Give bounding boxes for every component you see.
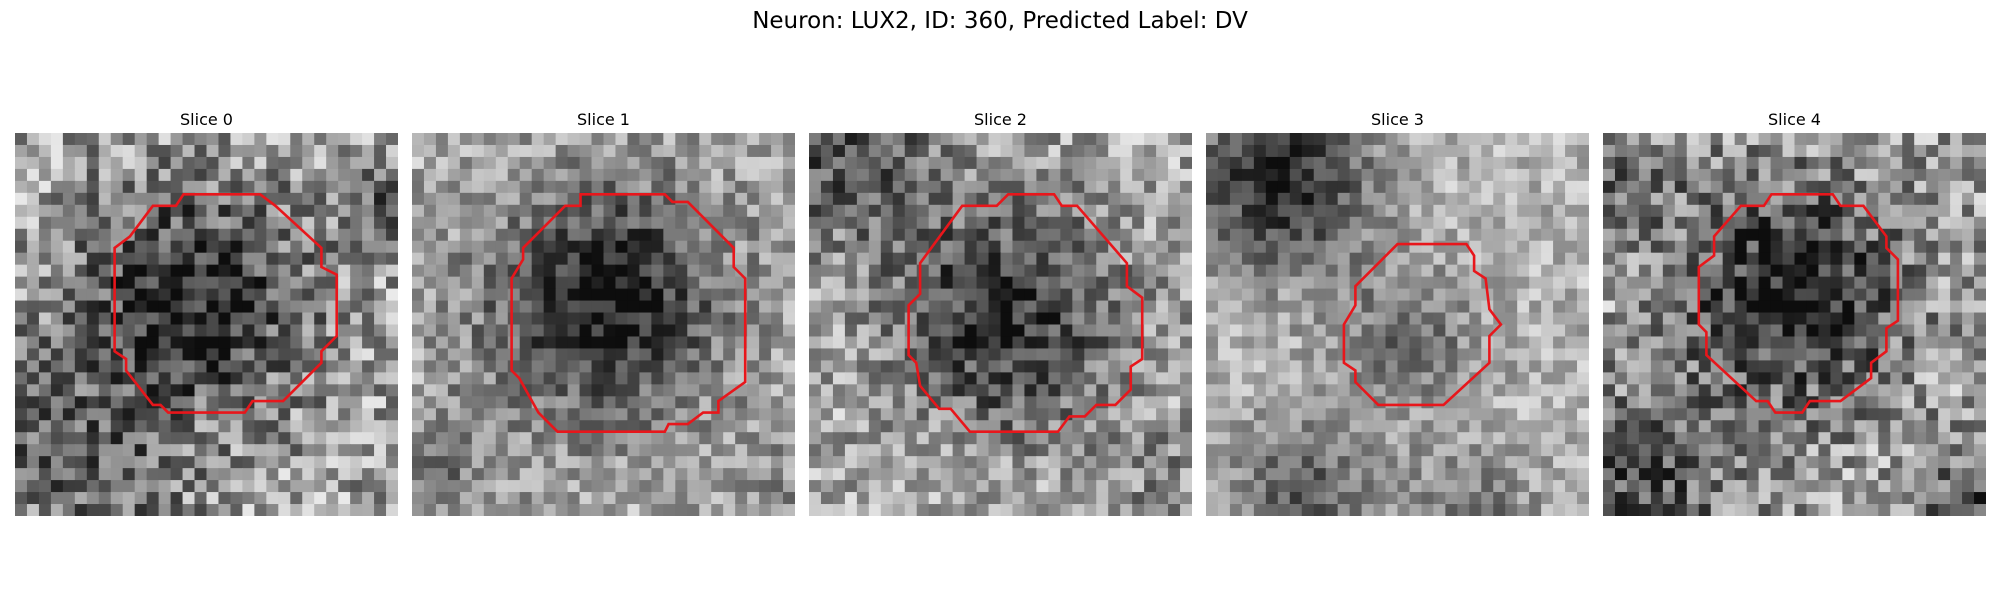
slice-title: Slice 4 [1768, 110, 1821, 129]
slice-panel-3: Slice 3 [1206, 108, 1589, 516]
roi-outline [510, 193, 747, 433]
slice-panel-0: Slice 0 [15, 108, 398, 516]
roi-outline [113, 193, 338, 414]
slice-panel-1: Slice 1 [412, 108, 795, 516]
slice-title: Slice 2 [974, 110, 1027, 129]
slice-panel-2: Slice 2 [809, 108, 1192, 516]
slice-panel-4: Slice 4 [1603, 108, 1986, 516]
slice-image [1603, 133, 1986, 516]
slice-image [1206, 133, 1589, 516]
roi-outline [1342, 242, 1503, 407]
slice-image [15, 133, 398, 516]
figure-title: Neuron: LUX2, ID: 360, Predicted Label: … [752, 8, 1248, 34]
slice-image [809, 133, 1192, 516]
roi-outline [1697, 193, 1900, 414]
slice-title: Slice 0 [180, 110, 233, 129]
slice-title: Slice 3 [1371, 110, 1424, 129]
slice-title: Slice 1 [577, 110, 630, 129]
roi-outline [907, 193, 1144, 433]
slice-image [412, 133, 795, 516]
